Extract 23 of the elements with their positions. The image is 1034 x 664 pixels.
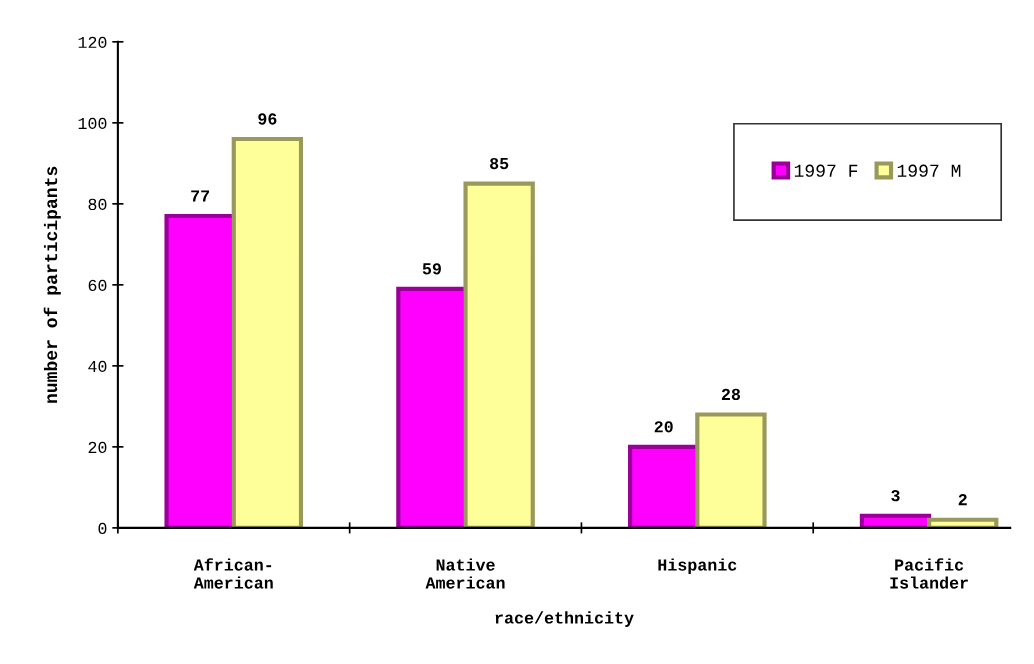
legend-label: 1997 F	[794, 164, 858, 177]
x-tick-label: Hispanic	[658, 558, 737, 574]
legend-label: 1997 M	[897, 164, 961, 177]
y-tick-label: 100	[78, 117, 107, 130]
x-axis-title: race/ethnicity	[495, 611, 634, 627]
data-label: 59	[422, 263, 441, 275]
y-axis-title: number of participants	[43, 166, 61, 403]
data-label: 2	[958, 494, 967, 506]
x-tick-label: Pacific Islander	[890, 558, 968, 589]
data-label: 77	[191, 190, 210, 202]
y-tick-label: 20	[88, 441, 107, 454]
data-label: 85	[490, 157, 509, 170]
x-tick-label: African- American	[193, 558, 273, 589]
y-tick-label: 0	[98, 522, 107, 535]
x-tick-label: Native American	[425, 558, 505, 589]
data-label: 28	[721, 388, 741, 401]
y-tick-label: 120	[78, 36, 107, 49]
data-label: 96	[258, 113, 277, 125]
y-tick-label: 80	[88, 198, 107, 211]
data-label: 20	[654, 421, 673, 433]
y-tick-label: 60	[88, 279, 107, 292]
data-label: 3	[891, 490, 900, 502]
y-tick-label: 40	[88, 360, 107, 373]
